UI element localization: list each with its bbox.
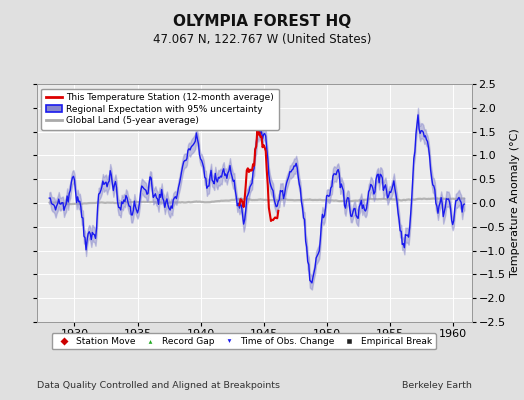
Text: OLYMPIA FOREST HQ: OLYMPIA FOREST HQ [173, 14, 351, 29]
Y-axis label: Temperature Anomaly (°C): Temperature Anomaly (°C) [510, 129, 520, 277]
Text: 47.067 N, 122.767 W (United States): 47.067 N, 122.767 W (United States) [153, 33, 371, 46]
Legend: Station Move, Record Gap, Time of Obs. Change, Empirical Break: Station Move, Record Gap, Time of Obs. C… [52, 333, 435, 350]
Legend: This Temperature Station (12-month average), Regional Expectation with 95% uncer: This Temperature Station (12-month avera… [41, 88, 279, 130]
Text: Berkeley Earth: Berkeley Earth [402, 381, 472, 390]
Text: Data Quality Controlled and Aligned at Breakpoints: Data Quality Controlled and Aligned at B… [37, 381, 280, 390]
